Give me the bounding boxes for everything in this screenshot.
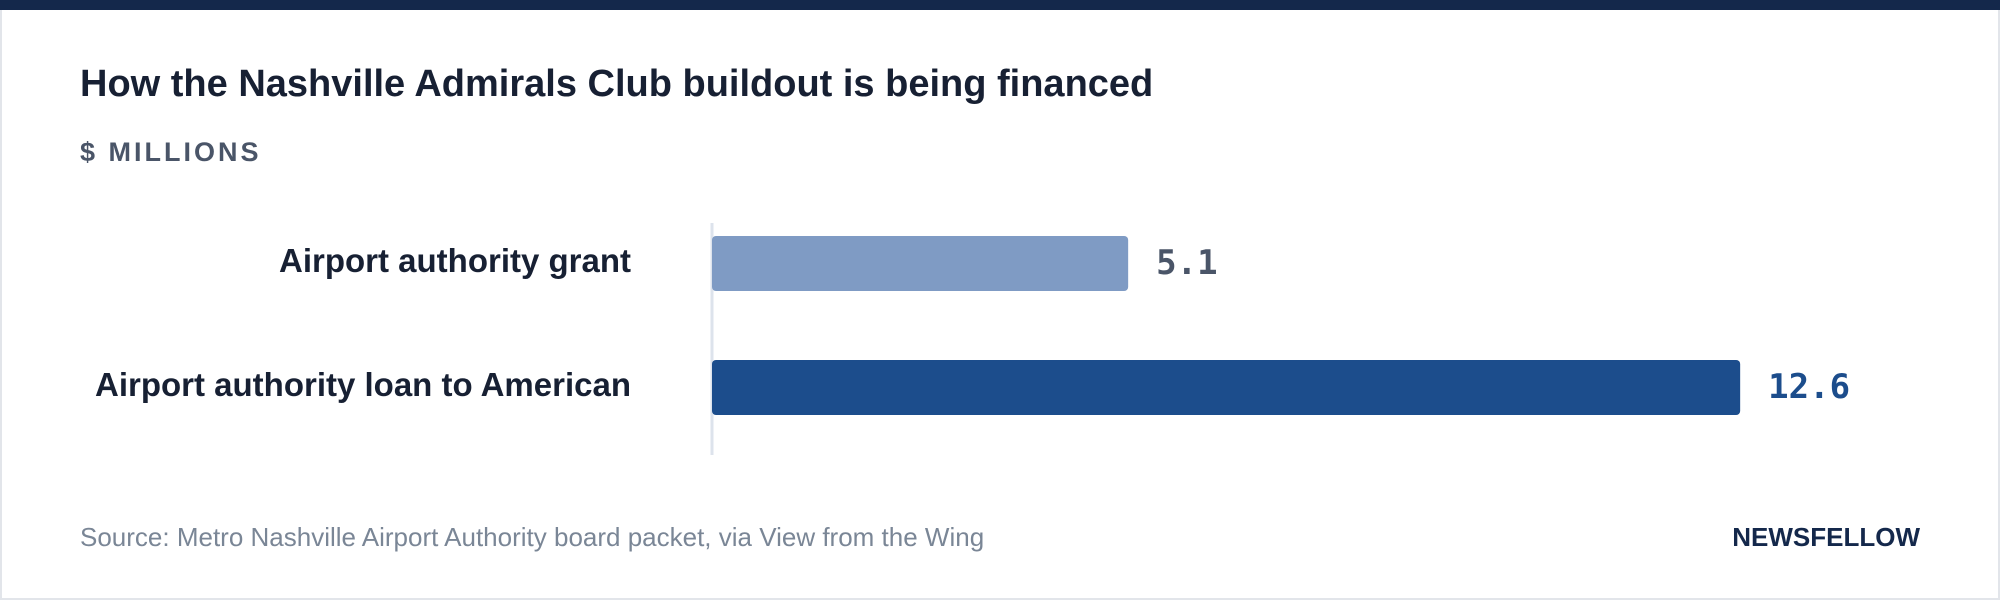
value-label: 12.6 [1768,367,1850,407]
category-label: Airport authority grant [279,242,631,279]
source-note: Source: Metro Nashville Airport Authorit… [80,522,984,552]
category-label: Airport authority loan to American [95,366,631,403]
brand: NEWSFELLOW [1732,522,1920,552]
bar [712,360,1741,415]
chart-subtitle: $ MILLIONS [80,137,262,167]
chart-title: How the Nashville Admirals Club buildout… [80,63,1153,105]
bar [712,236,1129,291]
value-label: 5.1 [1156,243,1217,283]
top-bar [0,0,2000,10]
